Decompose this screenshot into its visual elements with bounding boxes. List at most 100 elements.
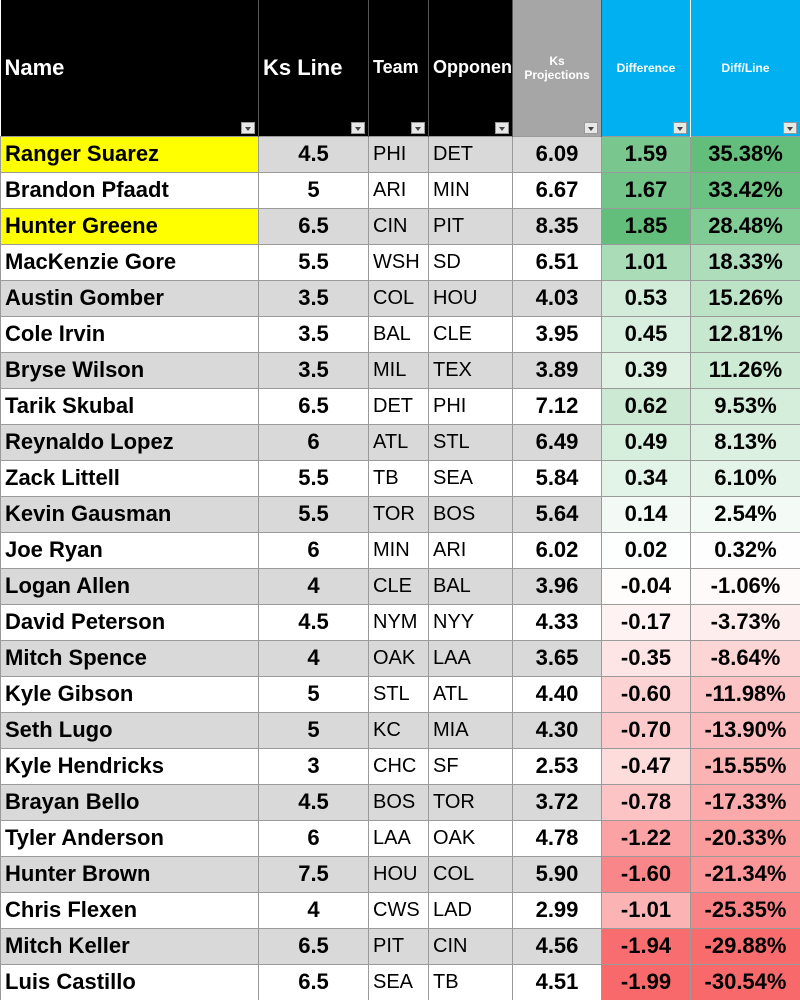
cell: Brayan Bello bbox=[0, 783, 259, 821]
cell: SD bbox=[428, 243, 513, 281]
cell: -17.33% bbox=[690, 783, 800, 821]
column-header: Ks Projections bbox=[512, 0, 602, 136]
column-header: Opponent bbox=[428, 0, 513, 136]
header-text: Diff/Line bbox=[721, 60, 770, 75]
table-row: Zack Littell 5.5 TB SEA 5.84 0.34 6.10% bbox=[0, 459, 800, 497]
cell: 5.90 bbox=[512, 855, 602, 893]
cell: 5.5 bbox=[258, 243, 369, 281]
cell: COL bbox=[368, 279, 429, 317]
cell: COL bbox=[428, 855, 513, 893]
cell: Joe Ryan bbox=[0, 531, 259, 569]
cell: 4.5 bbox=[258, 603, 369, 641]
table-row: Chris Flexen 4 CWS LAD 2.99 -1.01 -25.35% bbox=[0, 891, 800, 929]
cell: CIN bbox=[368, 207, 429, 245]
cell: DET bbox=[368, 387, 429, 425]
cell: ATL bbox=[368, 423, 429, 461]
cell: CLE bbox=[428, 315, 513, 353]
cell: ARI bbox=[428, 531, 513, 569]
cell: 6.5 bbox=[258, 927, 369, 965]
cell: 4.03 bbox=[512, 279, 602, 317]
cell: PIT bbox=[428, 207, 513, 245]
filter-button[interactable] bbox=[351, 121, 365, 134]
cell: 5.64 bbox=[512, 495, 602, 533]
filter-button[interactable] bbox=[495, 121, 509, 134]
filter-button[interactable] bbox=[241, 121, 255, 134]
filter-button[interactable] bbox=[783, 121, 797, 134]
filter-button[interactable] bbox=[584, 121, 598, 134]
cell: 3.65 bbox=[512, 639, 602, 677]
cell: 3.5 bbox=[258, 351, 369, 389]
cell: 0.49 bbox=[601, 423, 691, 461]
cell: -1.06% bbox=[690, 567, 800, 605]
cell: 0.32% bbox=[690, 531, 800, 569]
cell: 0.45 bbox=[601, 315, 691, 353]
cell: -21.34% bbox=[690, 855, 800, 893]
cell: OAK bbox=[428, 819, 513, 857]
cell: 4.30 bbox=[512, 711, 602, 749]
cell: -0.70 bbox=[601, 711, 691, 749]
column-header: Difference bbox=[601, 0, 691, 136]
cell: 11.26% bbox=[690, 351, 800, 389]
cell: 3 bbox=[258, 747, 369, 785]
cell: -0.60 bbox=[601, 675, 691, 713]
cell: 35.38% bbox=[690, 135, 800, 173]
cell: 1.59 bbox=[601, 135, 691, 173]
column-header: Team bbox=[368, 0, 429, 136]
table-row: Luis Castillo 6.5 SEA TB 4.51 -1.99 -30.54% bbox=[0, 963, 800, 1000]
cell: Hunter Greene bbox=[0, 207, 259, 245]
header-text: Ks Line bbox=[263, 54, 343, 80]
cell: Hunter Brown bbox=[0, 855, 259, 893]
cell: TOR bbox=[368, 495, 429, 533]
cell: 15.26% bbox=[690, 279, 800, 317]
cell: Bryse Wilson bbox=[0, 351, 259, 389]
cell: -25.35% bbox=[690, 891, 800, 929]
cell: 6.67 bbox=[512, 171, 602, 209]
cell: 6.51 bbox=[512, 243, 602, 281]
cell: NYM bbox=[368, 603, 429, 641]
cell: LAA bbox=[428, 639, 513, 677]
cell: MIN bbox=[428, 171, 513, 209]
cell: -30.54% bbox=[690, 963, 800, 1000]
table-row: Austin Gomber 3.5 COL HOU 4.03 0.53 15.26% bbox=[0, 279, 800, 317]
cell: Mitch Keller bbox=[0, 927, 259, 965]
cell: TB bbox=[428, 963, 513, 1000]
table-row: Kyle Hendricks 3 CHC SF 2.53 -0.47 -15.55% bbox=[0, 747, 800, 785]
cell: 4.78 bbox=[512, 819, 602, 857]
cell: PHI bbox=[368, 135, 429, 173]
cell: 4.40 bbox=[512, 675, 602, 713]
cell: 3.5 bbox=[258, 279, 369, 317]
cell: Mitch Spence bbox=[0, 639, 259, 677]
cell: 6 bbox=[258, 423, 369, 461]
cell: HOU bbox=[428, 279, 513, 317]
table-row: Kyle Gibson 5 STL ATL 4.40 -0.60 -11.98% bbox=[0, 675, 800, 713]
cell: PIT bbox=[368, 927, 429, 965]
cell: -0.35 bbox=[601, 639, 691, 677]
table-row: Logan Allen 4 CLE BAL 3.96 -0.04 -1.06% bbox=[0, 567, 800, 605]
cell: 4.5 bbox=[258, 135, 369, 173]
table-row: Reynaldo Lopez 6 ATL STL 6.49 0.49 8.13% bbox=[0, 423, 800, 461]
filter-button[interactable] bbox=[411, 121, 425, 134]
table-row: David Peterson 4.5 NYM NYY 4.33 -0.17 -3.73% bbox=[0, 603, 800, 641]
cell: MIL bbox=[368, 351, 429, 389]
cell: Tyler Anderson bbox=[0, 819, 259, 857]
cell: -1.99 bbox=[601, 963, 691, 1000]
cell: MIA bbox=[428, 711, 513, 749]
header-text: Team bbox=[373, 57, 419, 78]
cell: 7.5 bbox=[258, 855, 369, 893]
cell: TB bbox=[368, 459, 429, 497]
cell: 8.13% bbox=[690, 423, 800, 461]
cell: 4 bbox=[258, 639, 369, 677]
header-row: Name Ks Line Team Opponent Ks Projections Dif… bbox=[0, 0, 800, 136]
table-row: Mitch Keller 6.5 PIT CIN 4.56 -1.94 -29.88% bbox=[0, 927, 800, 965]
table-body: Ranger Suarez 4.5 PHI DET 6.09 1.59 35.38% Bran… bbox=[0, 135, 800, 1000]
header-text: Name bbox=[4, 54, 65, 80]
cell: 3.5 bbox=[258, 315, 369, 353]
cell: 6.5 bbox=[258, 387, 369, 425]
cell: 2.53 bbox=[512, 747, 602, 785]
cell: BAL bbox=[428, 567, 513, 605]
filter-button[interactable] bbox=[673, 121, 687, 134]
cell: Ranger Suarez bbox=[0, 135, 259, 173]
cell: 5 bbox=[258, 675, 369, 713]
cell: 3.96 bbox=[512, 567, 602, 605]
